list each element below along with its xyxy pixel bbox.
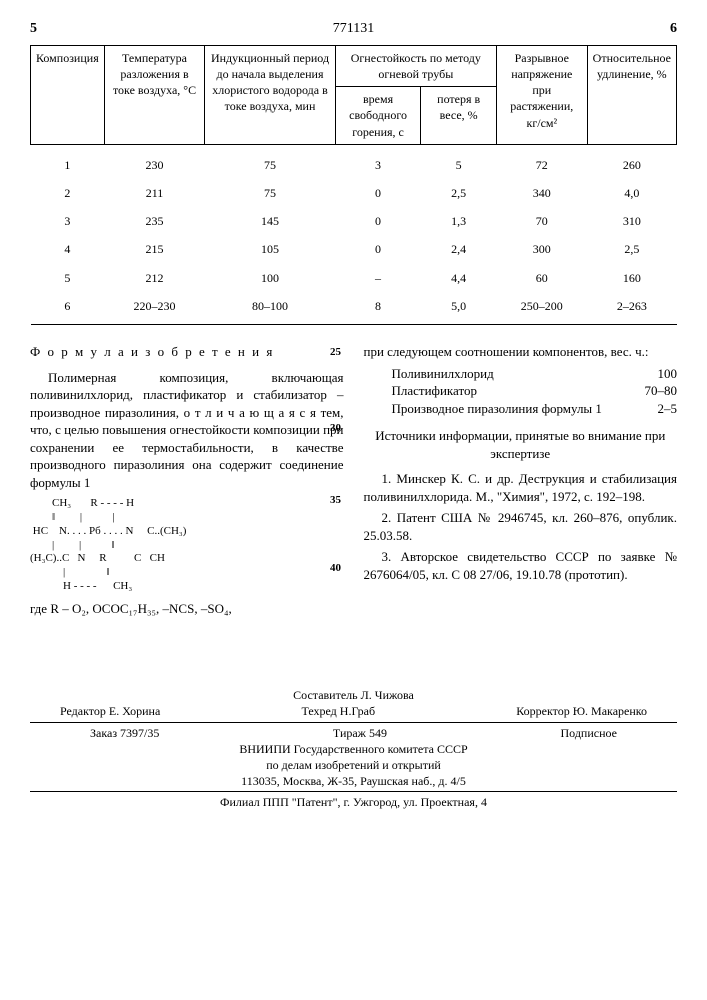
table-cell: 0 — [335, 235, 421, 263]
table-cell: 75 — [205, 179, 335, 207]
compiler: Составитель Л. Чижова — [30, 687, 677, 703]
table-cell: 260 — [587, 144, 676, 179]
table-cell: 105 — [205, 235, 335, 263]
table-cell: 2,4 — [421, 235, 497, 263]
th-composition: Композиция — [31, 45, 105, 144]
ratio-value: 2–5 — [658, 400, 678, 418]
ratio-value: 70–80 — [645, 382, 678, 400]
table-cell: 230 — [104, 144, 205, 179]
table-row: 323514501,370310 — [31, 207, 677, 235]
table-cell: 60 — [496, 264, 587, 292]
claims-title: Ф о р м у л а и з о б р е т е н и я — [30, 343, 344, 361]
table-cell: 0 — [335, 179, 421, 207]
right-column: при следующем соотношении компонентов, в… — [364, 343, 678, 617]
table-cell: 2,5 — [587, 235, 676, 263]
table-row: 6220–23080–10085,0250–2002–263 — [31, 292, 677, 325]
page-header: 5 771131 6 — [30, 20, 677, 39]
imprint-block: Составитель Л. Чижова Редактор Е. Хорина… — [30, 687, 677, 810]
table-cell: 100 — [205, 264, 335, 292]
ratio-row: Производное пиразолиния формулы 1 2–5 — [364, 400, 678, 418]
order-no: Заказ 7397/35 — [90, 725, 159, 741]
ratio-value: 100 — [658, 365, 678, 383]
table-cell: 145 — [205, 207, 335, 235]
tech-editor: Техред Н.Граб — [301, 703, 375, 719]
line-num: 30 — [330, 421, 341, 436]
th-temp: Температура разложения в токе воздуха, °… — [104, 45, 205, 144]
table-cell: 72 — [496, 144, 587, 179]
corrector: Корректор Ю. Макаренко — [516, 703, 647, 719]
table-cell: 211 — [104, 179, 205, 207]
editor: Редактор Е. Хорина — [60, 703, 160, 719]
chemical-structure: CH₃ R - - - - H ‖ | | HC N. . . . Pб . .… — [30, 497, 344, 593]
line-num: 25 — [330, 345, 341, 360]
reference: 1. Минскер К. С. и др. Деструкция и стаб… — [364, 470, 678, 505]
table-cell: 5 — [31, 264, 105, 292]
col-num-left: 5 — [30, 20, 90, 39]
filial: Филиал ППП "Патент", г. Ужгород, ул. Про… — [30, 794, 677, 810]
org-line2: по делам изобретений и открытий — [30, 757, 677, 773]
line-num: 40 — [330, 561, 341, 576]
table-cell: 0 — [335, 207, 421, 235]
table-cell: 8 — [335, 292, 421, 325]
th-tensile: Разрывное напряжение при растяжении, кг/… — [496, 45, 587, 144]
ratio-row: Пластификатор 70–80 — [364, 382, 678, 400]
where-r: где R – O₂, OCOC₁₇H₃₅, –NCS, –SO₄, — [30, 600, 344, 618]
patent-number: 771131 — [90, 20, 617, 39]
text-columns: 25 30 35 40 Ф о р м у л а и з о б р е т … — [30, 343, 677, 617]
table-cell: 2 — [31, 179, 105, 207]
table-cell: 220–230 — [104, 292, 205, 325]
table-cell: 310 — [587, 207, 676, 235]
table-cell: 4,4 — [421, 264, 497, 292]
reference: 2. Патент США № 2946745, кл. 260–876, оп… — [364, 509, 678, 544]
table-cell: 215 — [104, 235, 205, 263]
th-fire-top: Огнестойкость по методу огневой трубы — [335, 45, 496, 86]
line-num: 35 — [330, 493, 341, 508]
table-cell: 6 — [31, 292, 105, 325]
table-cell: 235 — [104, 207, 205, 235]
ratio-label: Поливинилхлорид — [392, 365, 494, 383]
table-cell: 2–263 — [587, 292, 676, 325]
properties-table: Композиция Температура разложения в токе… — [30, 45, 677, 325]
org-addr: 113035, Москва, Ж-35, Раушская наб., д. … — [30, 773, 677, 789]
table-cell: 5 — [421, 144, 497, 179]
table-cell: 4 — [31, 235, 105, 263]
table-cell: 80–100 — [205, 292, 335, 325]
th-induction: Индукционный период до начала выделения … — [205, 45, 335, 144]
table-cell: 5,0 — [421, 292, 497, 325]
table-cell: 1 — [31, 144, 105, 179]
table-row: 22117502,53404,0 — [31, 179, 677, 207]
ratio-intro: при следующем соотношении компонентов, в… — [364, 343, 678, 361]
table-row: 1230753572260 — [31, 144, 677, 179]
table-cell: 1,3 — [421, 207, 497, 235]
claims-text: Полимерная композиция, включающая поливи… — [30, 369, 344, 492]
ratio-label: Пластификатор — [392, 382, 478, 400]
table-cell: 3 — [31, 207, 105, 235]
org-line1: ВНИИПИ Государственного комитета СССР — [30, 741, 677, 757]
signed: Подписное — [561, 725, 618, 741]
table-cell: 250–200 — [496, 292, 587, 325]
table-cell: 2,5 — [421, 179, 497, 207]
th-elong: Относительное удлинение, % — [587, 45, 676, 144]
table-cell: 160 — [587, 264, 676, 292]
sources-title: Источники информации, принятые во вниман… — [364, 427, 678, 462]
table-cell: 340 — [496, 179, 587, 207]
ratio-label: Производное пиразолиния формулы 1 — [392, 400, 602, 418]
table-cell: 212 — [104, 264, 205, 292]
table-cell: 300 — [496, 235, 587, 263]
table-row: 5212100–4,460160 — [31, 264, 677, 292]
table-cell: 70 — [496, 207, 587, 235]
table-cell: – — [335, 264, 421, 292]
th-weight-loss: потеря в весе, % — [421, 87, 497, 145]
table-row: 421510502,43002,5 — [31, 235, 677, 263]
col-num-right: 6 — [617, 20, 677, 39]
table-cell: 4,0 — [587, 179, 676, 207]
tirazh: Тираж 549 — [333, 725, 387, 741]
table-cell: 3 — [335, 144, 421, 179]
ratio-row: Поливинилхлорид 100 — [364, 365, 678, 383]
left-column: Ф о р м у л а и з о б р е т е н и я Поли… — [30, 343, 344, 617]
reference: 3. Авторское свидетельство СССР по заявк… — [364, 548, 678, 583]
th-burn-time: время свободного горения, с — [335, 87, 421, 145]
table-cell: 75 — [205, 144, 335, 179]
